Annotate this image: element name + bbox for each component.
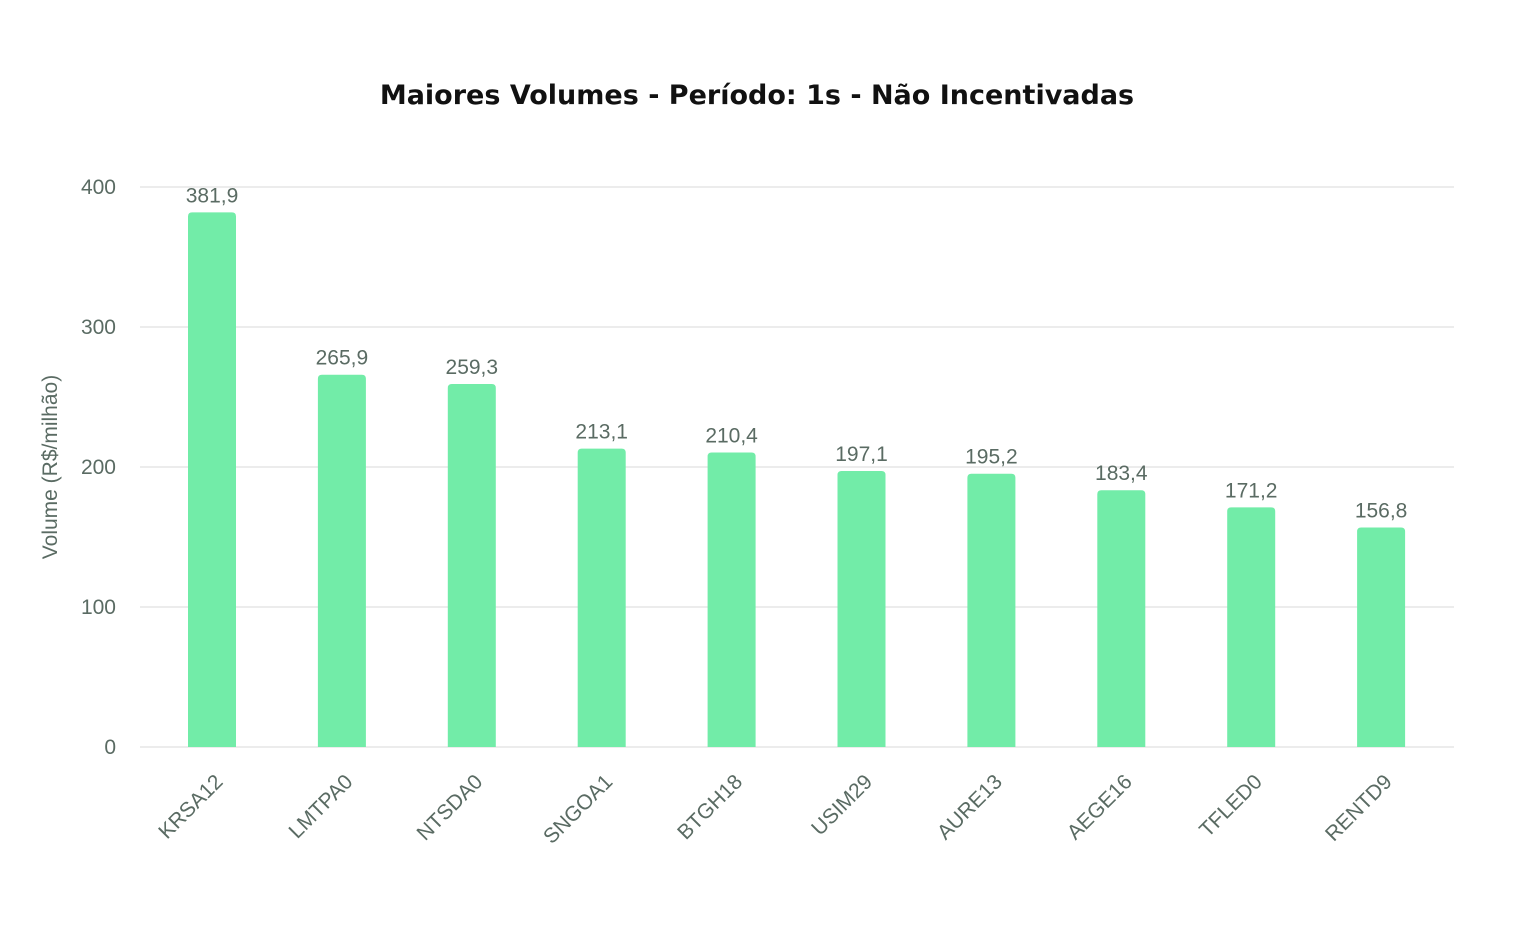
- bar-LMTPA0: [317, 374, 366, 747]
- bar-USIM29: [837, 471, 886, 747]
- x-tick-label-NTSDA0: NTSDA0: [412, 770, 487, 845]
- x-tick-label-AEGE16: AEGE16: [1063, 770, 1137, 844]
- bar-SNGOA1: [577, 448, 626, 747]
- x-tick-label-KRSA12: KRSA12: [154, 770, 227, 843]
- x-tick-label-TFLED0: TFLED0: [1195, 770, 1267, 842]
- x-tick-label-RENTD9: RENTD9: [1321, 770, 1397, 846]
- bar-RENTD9: [1357, 527, 1406, 747]
- bar-BTGH18: [707, 452, 756, 747]
- y-axis-title: Volume (R$/milhão): [39, 375, 62, 559]
- value-label-TFLED0: 171,2: [1225, 479, 1278, 502]
- y-tick-label: 100: [81, 596, 116, 619]
- x-tick-label-USIM29: USIM29: [807, 770, 877, 840]
- value-label-AEGE16: 183,4: [1095, 462, 1148, 485]
- bar-NTSDA0: [447, 383, 496, 747]
- bar-KRSA12: [188, 212, 236, 748]
- y-tick-label: 0: [104, 736, 116, 759]
- chart-title: Maiores Volumes - Período: 1s - Não Ince…: [379, 80, 1135, 111]
- value-label-BTGH18: 210,4: [705, 424, 758, 447]
- value-label-RENTD9: 156,8: [1355, 499, 1408, 522]
- bar-AEGE16: [1097, 490, 1146, 747]
- bar-TFLED0: [1227, 507, 1276, 747]
- value-label-USIM29: 197,1: [835, 443, 888, 466]
- x-tick-label-BTGH18: BTGH18: [673, 770, 747, 844]
- value-label-SNGOA1: 213,1: [575, 421, 628, 444]
- x-tick-label-LMTPA0: LMTPA0: [285, 770, 358, 843]
- x-tick-label-SNGOA1: SNGOA1: [539, 770, 617, 848]
- value-label-KRSA12: 381,9: [186, 184, 239, 207]
- value-label-AURE13: 195,2: [965, 446, 1018, 469]
- bar-AURE13: [967, 473, 1016, 747]
- y-tick-label: 400: [81, 176, 116, 199]
- y-tick-label: 200: [81, 456, 116, 479]
- y-tick-label: 300: [81, 316, 116, 339]
- value-label-LMTPA0: 265,9: [316, 347, 369, 370]
- x-tick-label-AURE13: AURE13: [933, 770, 1007, 844]
- value-label-NTSDA0: 259,3: [446, 356, 499, 379]
